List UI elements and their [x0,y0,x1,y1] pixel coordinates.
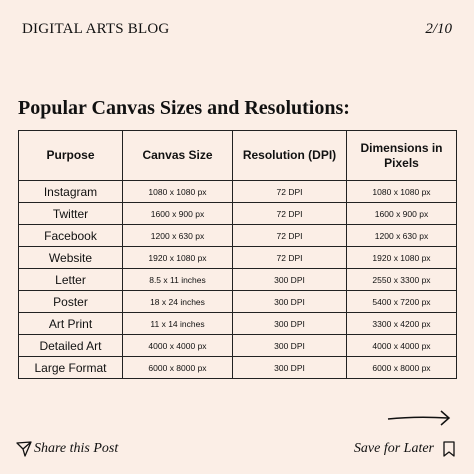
table-head: Purpose Canvas Size Resolution (DPI) Dimens… [18,130,457,181]
table-cell: 8.5 x 11 inches [122,268,233,291]
table-cell: 4000 x 4000 px [346,334,457,357]
save-link[interactable]: Save for Later [353,441,434,456]
table: Purpose Canvas Size Resolution (DPI) Dimens… [18,130,457,379]
table-cell: 6000 x 8000 px [122,356,233,379]
table-cell: 5400 x 7200 px [346,290,457,313]
share-link[interactable]: Share this Post [34,441,119,456]
table-cell: 300 DPI [232,312,347,335]
table-cell: 72 DPI [232,246,347,269]
table-cell: 11 x 14 inches [122,312,233,335]
table-cell: 1600 x 900 px [122,202,233,225]
table-cell: 3300 x 4200 px [346,312,457,335]
table-cell: 72 DPI [232,202,347,225]
table-cell: Art Print [18,312,123,335]
table-cell: Facebook [18,224,123,247]
table-row: Poster 18 x 24 inches 300 DPI 5400 x 7200 p… [18,290,457,313]
table-row: Website 1920 x 1080 px 72 DPI 1920 x 1080 p… [18,246,457,269]
table-cell: 300 DPI [232,334,347,357]
table-cell: Large Format [18,356,123,379]
table-row: Detailed Art 4000 x 4000 px 300 DPI 4000 x … [18,334,457,357]
table-cell: Twitter [18,202,123,225]
table-cell: Poster [18,290,123,313]
table-cell: Letter [18,268,123,291]
page-number: 2/10 [425,21,452,37]
table-row: Large Format 6000 x 8000 px 300 DPI 6000 x … [18,356,457,379]
table-row: Instagram 1080 x 1080 px 72 DPI 1080 x 1080… [18,180,457,203]
table-cell: 300 DPI [232,290,347,313]
table-cell: Detailed Art [18,334,123,357]
bookmark-icon[interactable] [442,441,456,457]
header-row: Purpose Canvas Size Resolution (DPI) Dimens… [18,130,457,181]
table-cell: Website [18,246,123,269]
table-body: Instagram 1080 x 1080 px 72 DPI 1080 x 1080… [18,180,457,379]
table-row: Facebook 1200 x 630 px 72 DPI 1200 x 630 px [18,224,457,247]
table-cell: 1920 x 1080 px [122,246,233,269]
table-cell: 300 DPI [232,356,347,379]
table-cell: 1920 x 1080 px [346,246,457,269]
table-cell: 4000 x 4000 px [122,334,233,357]
table-cell: 1600 x 900 px [346,202,457,225]
column-header: Dimensions in Pixels [346,130,457,181]
column-header: Canvas Size [122,130,233,181]
table-cell: 6000 x 8000 px [346,356,457,379]
table-cell: 72 DPI [232,180,347,203]
table-row: Art Print 11 x 14 inches 300 DPI 3300 x 420… [18,312,457,335]
table-row: Twitter 1600 x 900 px 72 DPI 1600 x 900 px [18,202,457,225]
arrow-icon [387,410,451,426]
column-header: Resolution (DPI) [232,130,347,181]
share-icon[interactable] [16,441,32,457]
table-cell: 72 DPI [232,224,347,247]
table-row: Letter 8.5 x 11 inches 300 DPI 2550 x 3300 … [18,268,457,291]
column-header: Purpose [18,130,123,181]
title: Popular Canvas Sizes and Resolutions: [18,97,350,119]
table-cell: 1200 x 630 px [122,224,233,247]
table-cell: Instagram [18,180,123,203]
table-cell: 1200 x 630 px [346,224,457,247]
table-cell: 1080 x 1080 px [346,180,457,203]
table-cell: 1080 x 1080 px [122,180,233,203]
table-cell: 300 DPI [232,268,347,291]
table-cell: 18 x 24 inches [122,290,233,313]
table-cell: 2550 x 3300 px [346,268,457,291]
blog-name: DIGITAL ARTS BLOG [22,21,170,37]
